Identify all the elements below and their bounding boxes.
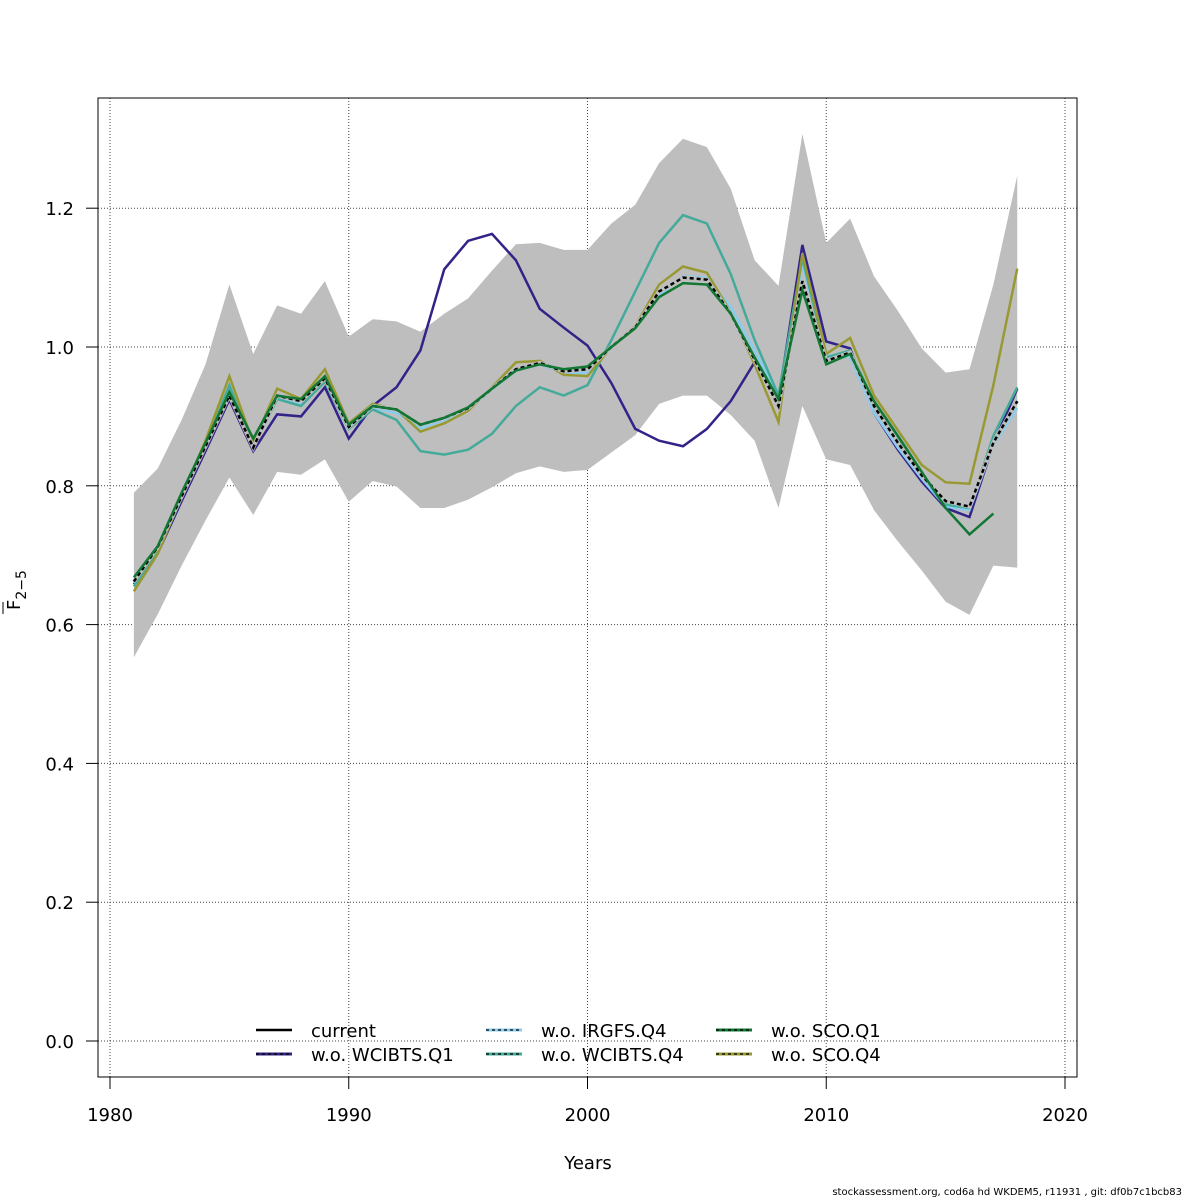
y-tick-label: 0.6: [45, 616, 74, 637]
confidence-band: [133, 133, 1018, 658]
x-axis: 1980 1990 2000 2010 2020: [87, 1076, 1088, 1126]
y-tick-label: 1.0: [45, 338, 74, 359]
y-tick-label: 0.0: [45, 1032, 74, 1053]
series-lines: [132, 213, 1019, 592]
y-axis-title: F2−5: [2, 570, 30, 614]
y-tick-label: 1.2: [45, 199, 74, 220]
grid: [98, 98, 1077, 1077]
x-tick-label: 1990: [326, 1105, 372, 1126]
x-tick-label: 2020: [1042, 1105, 1088, 1126]
legend: current w.o. WCIBTS.Q1 w.o. IRGFS.Q4 w.o. W…: [256, 1021, 881, 1066]
y-tick-label: 0.4: [45, 754, 74, 775]
y-tick-label: 0.2: [45, 893, 74, 914]
x-axis-title: Years: [563, 1153, 612, 1174]
legend-label: w.o. SCO.Q1: [771, 1021, 881, 1042]
legend-label: w.o. WCIBTS.Q1: [311, 1045, 454, 1066]
footer-credit: stockassessment.org, cod6a hd WKDEM5, r1…: [832, 1187, 1182, 1198]
y-axis-title-main: F: [4, 600, 25, 610]
x-tick-label: 1980: [87, 1105, 133, 1126]
legend-label: w.o. IRGFS.Q4: [541, 1021, 667, 1042]
x-tick-label: 2010: [803, 1105, 849, 1126]
legend-item: w.o. SCO.Q1: [716, 1021, 881, 1042]
legend-item: w.o. IRGFS.Q4: [486, 1021, 667, 1042]
legend-item: w.o. SCO.Q4: [716, 1045, 881, 1066]
legend-label: w.o. SCO.Q4: [771, 1045, 881, 1066]
y-axis-title-sub: 2−5: [14, 570, 30, 600]
series-line-w-o-sco-q4: [132, 253, 1019, 592]
legend-label: current: [311, 1021, 376, 1042]
legend-item: w.o. WCIBTS.Q4: [486, 1045, 684, 1066]
legend-item: current: [256, 1021, 376, 1042]
svg-text:F2−5: F2−5: [4, 570, 30, 610]
x-tick-label: 2000: [565, 1105, 611, 1126]
series-line-current: [132, 276, 1019, 583]
series-line-w-o-sco-q1: [132, 281, 995, 579]
legend-item: w.o. WCIBTS.Q1: [256, 1045, 454, 1066]
y-axis: 0.0 0.2 0.4 0.6 0.8 1.0 1.2: [45, 199, 99, 1053]
confidence-band-layer: [133, 133, 1018, 658]
y-tick-label: 0.8: [45, 477, 74, 498]
legend-label: w.o. WCIBTS.Q4: [541, 1045, 684, 1066]
